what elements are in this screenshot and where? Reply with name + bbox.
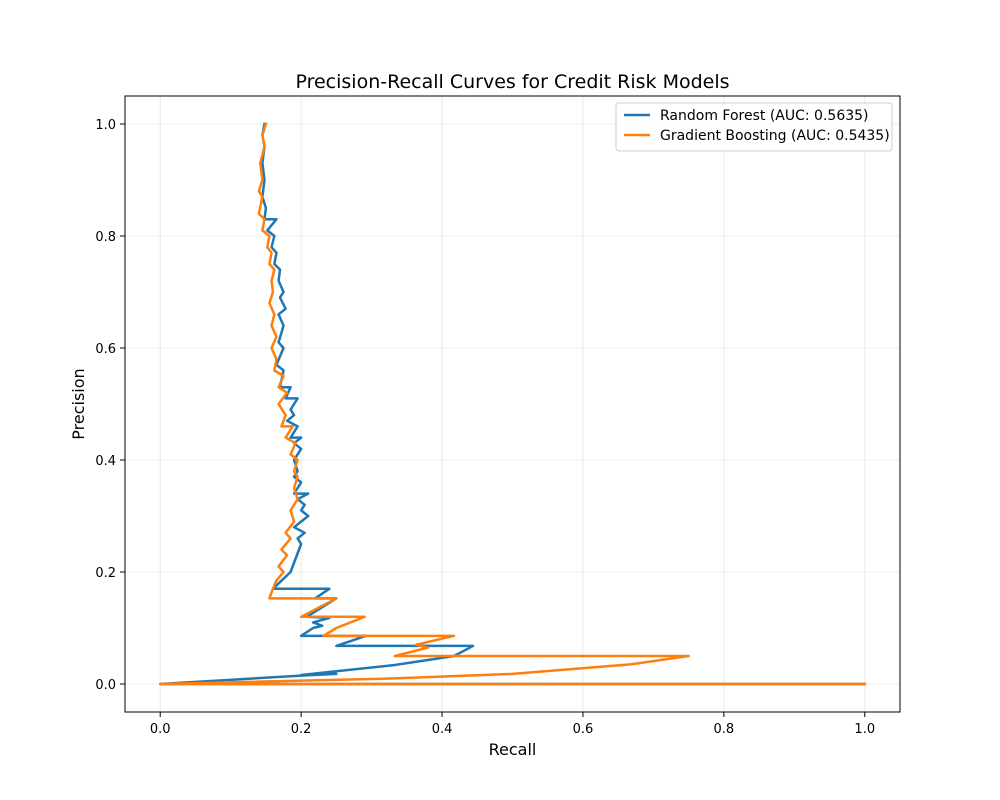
y-tick-label: 0.0	[95, 678, 116, 693]
y-tick-label: 0.4	[95, 454, 116, 469]
y-tick-label: 0.8	[95, 230, 116, 245]
x-tick-label: 0.4	[432, 722, 453, 737]
x-axis-label: Recall	[489, 740, 537, 759]
legend-label-random-forest: Random Forest (AUC: 0.5635)	[660, 108, 869, 124]
legend-box	[615, 102, 893, 152]
x-tick-label: 0.8	[714, 722, 735, 737]
x-tick-label: 0.0	[150, 722, 171, 737]
series-line-random-forest	[158, 122, 867, 686]
chart-title: Precision-Recall Curves for Credit Risk …	[295, 71, 729, 93]
x-tick-label: 0.2	[291, 722, 312, 737]
axis-ticks: 0.0 0.2 0.4 0.6 0.8 1.0 0.0 0.2 0.4 0.6 0.8 1.0	[95, 118, 875, 737]
grid	[125, 96, 900, 712]
legend: Random Forest (AUC: 0.5635) Gradient Boo…	[615, 102, 893, 152]
y-tick-label: 1.0	[95, 118, 116, 133]
legend-label-gradient-boosting: Gradient Boosting (AUC: 0.5435)	[660, 128, 890, 144]
y-tick-label: 0.2	[95, 566, 116, 581]
plot-frame	[124, 95, 901, 713]
y-tick-label: 0.6	[95, 342, 116, 357]
series-line-gradient-boosting	[158, 122, 867, 686]
series-lines	[158, 122, 867, 686]
x-tick-label: 1.0	[854, 722, 875, 737]
y-axis-label: Precision	[69, 368, 88, 439]
x-tick-label: 0.6	[573, 722, 594, 737]
